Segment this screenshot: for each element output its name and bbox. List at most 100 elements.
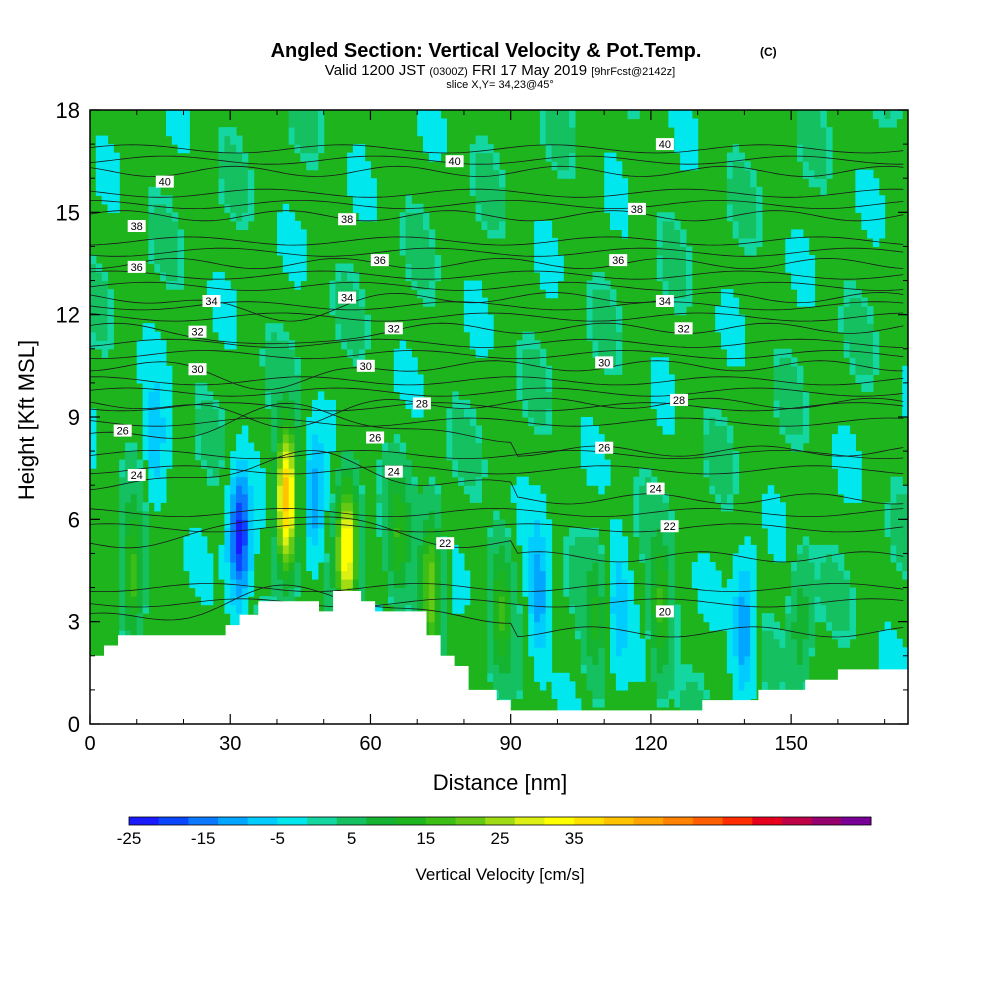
field-cell (282, 203, 290, 213)
field-cell (826, 161, 833, 171)
field-cell (802, 536, 810, 546)
field-cell (569, 596, 576, 606)
field-cell (247, 562, 255, 572)
field-cell (750, 562, 757, 572)
field-cell (358, 527, 366, 537)
field-cell (224, 169, 231, 179)
field-cell (154, 186, 161, 196)
field-cell (440, 553, 447, 563)
field-cell (446, 434, 453, 444)
field-cell (539, 220, 547, 230)
field-cell (773, 553, 780, 563)
field-cell (650, 570, 658, 580)
field-cell (423, 229, 430, 239)
field-cell (896, 655, 903, 665)
field-cell (703, 459, 710, 469)
field-cell (668, 672, 675, 682)
field-cell (440, 613, 447, 623)
field-cell (732, 348, 740, 358)
field-cell (230, 476, 237, 486)
field-cell (90, 280, 97, 290)
field-cell (680, 161, 687, 171)
theta-contour-line (90, 312, 904, 322)
field-cell (499, 655, 506, 665)
field-cell (504, 689, 512, 699)
field-cell (750, 613, 757, 623)
field-cell (645, 544, 652, 554)
field-cell (545, 638, 553, 648)
field-cell (335, 280, 342, 290)
field-cell (300, 110, 307, 120)
field-cell (808, 289, 816, 299)
field-cell (171, 280, 179, 290)
field-cell (487, 178, 494, 188)
colorbar-swatch (841, 817, 872, 825)
field-cell (551, 255, 558, 265)
field-cell (271, 493, 278, 503)
field-cell (633, 613, 640, 623)
field-cell (411, 263, 418, 273)
field-cell (160, 272, 167, 282)
field-cell (721, 297, 728, 307)
field-cell (370, 203, 377, 213)
field-cell (393, 374, 401, 384)
field-cell (872, 212, 880, 222)
field-cell (843, 468, 851, 478)
colorbar-tick-label: 15 (416, 829, 435, 848)
field-cell (458, 553, 465, 563)
field-cell (90, 306, 97, 316)
field-cell (621, 630, 629, 640)
field-cell (399, 493, 407, 503)
field-cell (715, 570, 722, 580)
field-cell (791, 570, 798, 580)
field-cell (463, 451, 471, 461)
field-cell (773, 638, 780, 648)
field-cell (779, 357, 786, 367)
field-cell (802, 621, 810, 631)
field-cell (598, 681, 605, 691)
field-cell (288, 544, 296, 554)
field-cell (861, 212, 868, 222)
field-cell (884, 118, 891, 128)
field-cell (557, 689, 564, 699)
field-cell (399, 229, 407, 239)
field-cell (802, 289, 810, 299)
field-cell (884, 638, 891, 648)
field-cell (522, 365, 529, 375)
field-cell (282, 229, 290, 239)
field-cell (610, 613, 617, 623)
x-tick-label: 90 (500, 733, 522, 755)
field-cell (580, 621, 588, 631)
field-cell (814, 587, 821, 597)
field-cell (849, 306, 856, 316)
field-cell (627, 647, 634, 657)
field-cell (668, 289, 675, 299)
field-cell (884, 502, 891, 512)
field-cell (580, 562, 588, 572)
field-cell (697, 579, 705, 589)
contour-label: 38 (131, 221, 143, 233)
field-cell (656, 655, 664, 665)
field-cell (545, 621, 553, 631)
field-cell (621, 178, 629, 188)
field-cell (726, 476, 734, 486)
field-cell (206, 289, 214, 299)
field-cell (557, 110, 564, 120)
field-cell (545, 630, 553, 640)
field-cell (709, 596, 716, 606)
field-cell (236, 442, 243, 452)
contour-label: 36 (612, 255, 624, 267)
field-cell (756, 220, 763, 230)
field-cell (475, 203, 482, 213)
field-cell (487, 169, 494, 179)
field-cell (802, 553, 810, 563)
field-cell (668, 647, 675, 657)
field-cell (598, 664, 605, 674)
field-cell (347, 348, 354, 358)
field-cell (487, 672, 494, 682)
field-cell (399, 374, 407, 384)
field-cell (802, 161, 810, 171)
field-cell (598, 314, 605, 324)
field-cell (686, 246, 693, 256)
field-cell (674, 689, 681, 699)
